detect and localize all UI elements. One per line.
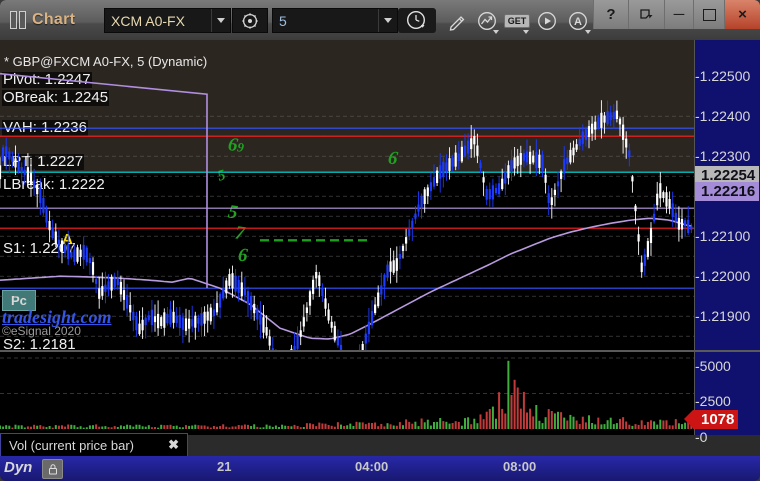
svg-text:A: A xyxy=(574,16,582,28)
